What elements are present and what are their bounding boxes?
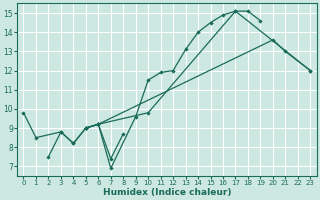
X-axis label: Humidex (Indice chaleur): Humidex (Indice chaleur) [103, 188, 231, 197]
